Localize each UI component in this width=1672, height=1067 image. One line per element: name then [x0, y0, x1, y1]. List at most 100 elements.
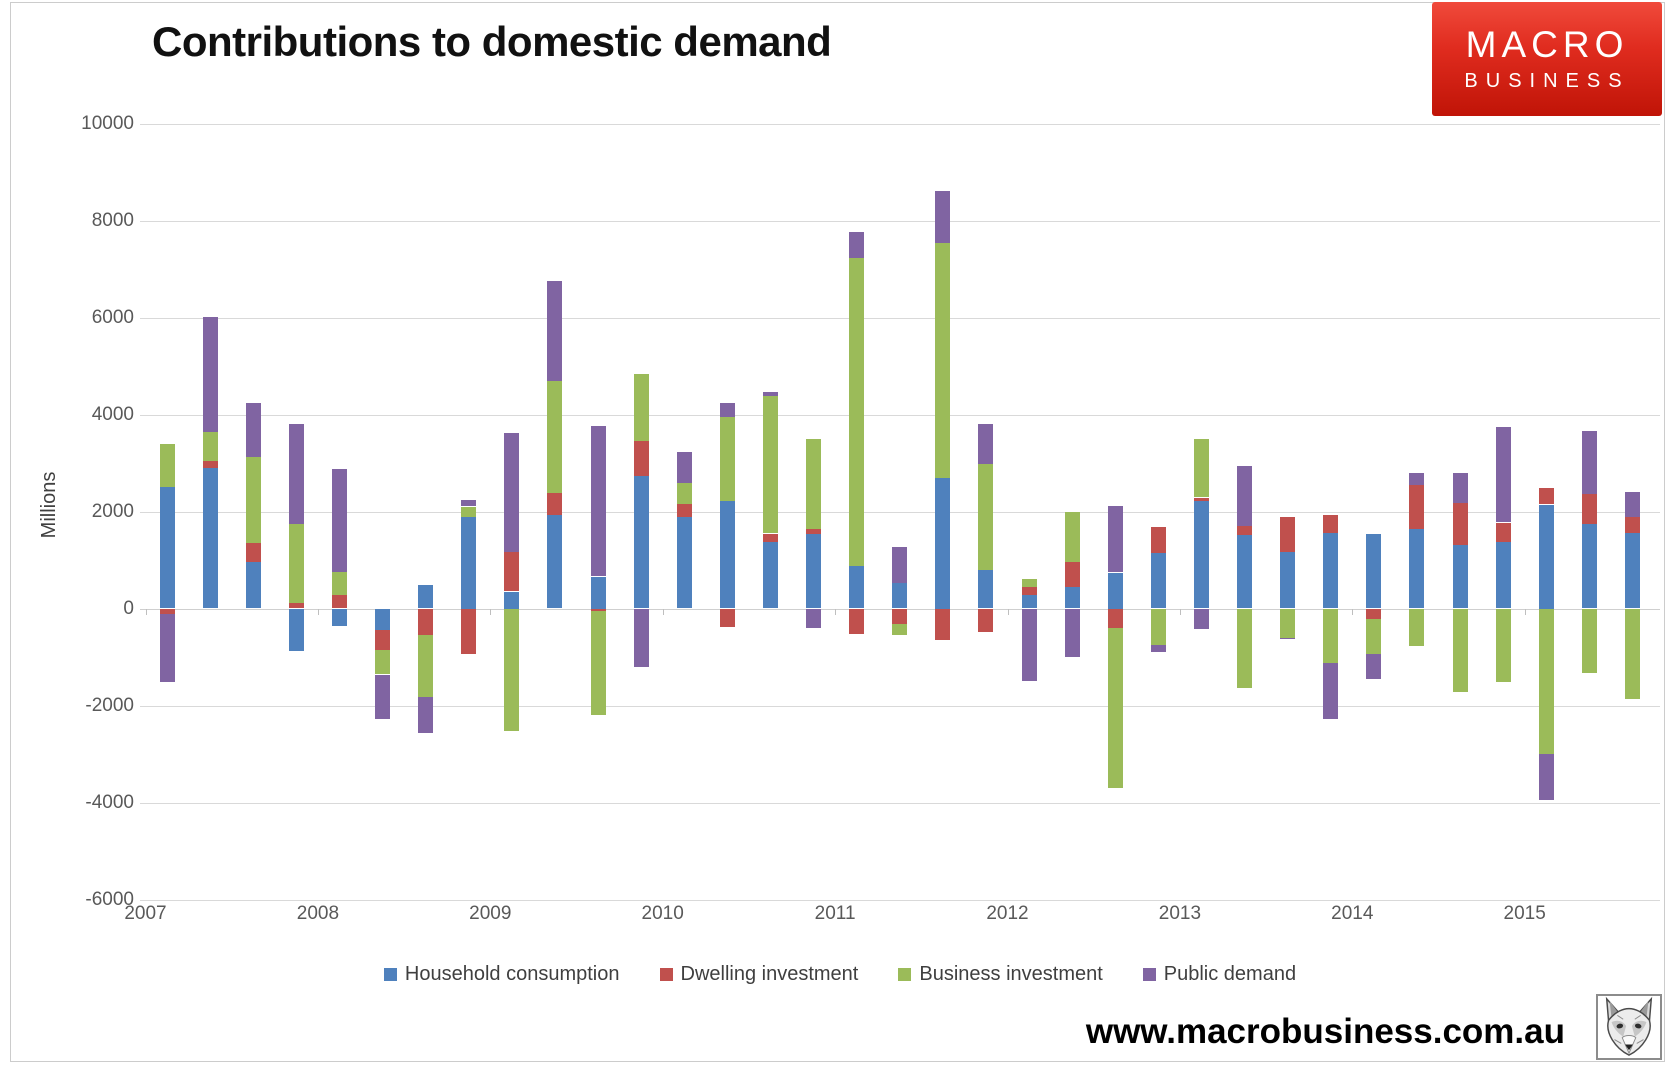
bar-segment — [1624, 516, 1640, 534]
bar-segment — [202, 316, 218, 432]
x-axis-tick — [145, 608, 147, 615]
bar-segment — [892, 608, 908, 624]
logo-text-macro: MACRO — [1465, 24, 1629, 65]
bar-segment — [1021, 595, 1037, 609]
y-tick-label: 4000 — [91, 403, 134, 425]
bar-segment — [461, 506, 477, 517]
bar-segment — [676, 452, 692, 484]
bar-segment — [504, 591, 520, 609]
bar-segment — [1538, 753, 1554, 801]
x-axis-tick — [490, 608, 492, 615]
legend-item: Business investment — [898, 963, 1103, 986]
website-watermark: www.macrobusiness.com.au — [1085, 1012, 1565, 1051]
bar-segment — [978, 423, 994, 465]
bar-segment — [676, 516, 692, 609]
bar-segment — [159, 444, 175, 487]
x-year-label: 2013 — [1158, 903, 1202, 924]
bar-segment — [288, 602, 304, 609]
page-border — [10, 2, 1665, 1062]
bar-segment — [935, 190, 951, 243]
bar-segment — [1107, 608, 1123, 628]
bar-segment — [547, 493, 563, 515]
bar-segment — [245, 402, 261, 457]
legend-label: Dwelling investment — [680, 962, 859, 985]
bar-segment — [676, 483, 692, 504]
bar-segment — [892, 546, 908, 583]
bar-segment — [1193, 497, 1209, 502]
bar-segment — [1409, 485, 1425, 530]
bar-segment — [331, 608, 347, 626]
gridline-8000 — [140, 220, 1660, 222]
legend: Household consumption Dwelling investment… — [140, 960, 1540, 988]
x-year-label: 2014 — [1331, 903, 1374, 924]
bar-segment — [1323, 515, 1339, 534]
bar-segment — [1452, 544, 1468, 609]
bar-segment — [1366, 534, 1382, 609]
bar-segment — [159, 614, 175, 683]
fox-logo-box — [1596, 994, 1662, 1060]
bar-segment — [1538, 608, 1554, 754]
bar-segment — [1581, 608, 1597, 674]
bar-segment — [1366, 608, 1382, 619]
logo-text-business: BUSINESS — [1464, 70, 1630, 92]
bar-segment — [633, 374, 649, 441]
bar-segment — [504, 433, 520, 553]
bar-segment — [590, 608, 606, 611]
bar-segment — [245, 561, 261, 609]
bar-segment — [331, 469, 347, 573]
bar-segment — [1495, 541, 1511, 609]
bar-segment — [806, 439, 821, 530]
bar-segment — [849, 608, 865, 635]
bar-segment — [202, 467, 218, 609]
bar-segment — [590, 425, 606, 577]
bar-segment — [1495, 608, 1511, 682]
bar-segment — [504, 608, 520, 731]
bar-segment — [1150, 526, 1166, 554]
bar-segment — [633, 608, 649, 667]
y-tick-label: -6000 — [85, 888, 134, 910]
fox-sketch-icon — [1605, 996, 1653, 1056]
bar-segment — [375, 629, 390, 651]
bar-segment — [288, 608, 304, 651]
bar-segment — [418, 608, 434, 635]
x-axis-tick — [1352, 608, 1354, 615]
bar-segment — [1193, 501, 1209, 609]
chart-title: Contributions to domestic demand — [152, 18, 832, 65]
bar-segment — [1452, 503, 1468, 545]
bar-segment — [1624, 533, 1640, 609]
bar-segment — [633, 440, 649, 476]
bar-segment — [1581, 524, 1597, 609]
y-tick-label: 6000 — [91, 306, 134, 328]
bar-segment — [1323, 663, 1339, 720]
bar-segment — [461, 516, 477, 609]
bar-segment — [1237, 465, 1252, 526]
bar-segment — [1150, 608, 1166, 646]
x-axis-tick — [317, 608, 319, 615]
bar-segment — [676, 504, 692, 517]
x-year-label: 2007 — [124, 903, 167, 924]
legend-label: Household consumption — [404, 962, 620, 985]
bar-segment — [418, 584, 434, 609]
bar-segment — [935, 477, 951, 609]
y-tick-label: -4000 — [85, 791, 134, 813]
bar-segment — [159, 486, 175, 609]
bar-segment — [1064, 608, 1080, 657]
gridline-4000 — [140, 414, 1660, 416]
bar-segment — [719, 501, 735, 609]
bar-segment — [331, 572, 347, 595]
gridline-2000 — [140, 511, 1660, 513]
bar-segment — [461, 499, 477, 507]
bar-segment — [849, 232, 865, 258]
bar-segment — [1409, 473, 1425, 486]
bar-segment — [1064, 511, 1080, 562]
bar-segment — [1021, 579, 1037, 587]
bar-segment — [1280, 608, 1296, 638]
bar-segment — [719, 608, 735, 628]
legend-swatch-icon — [383, 967, 397, 981]
bar-segment — [418, 696, 434, 733]
gridline-6000 — [140, 317, 1660, 319]
bar-segment — [1193, 608, 1209, 629]
x-year-label: 2015 — [1503, 903, 1546, 924]
legend-swatch-icon — [1142, 967, 1156, 981]
bar-segment — [1064, 586, 1080, 609]
